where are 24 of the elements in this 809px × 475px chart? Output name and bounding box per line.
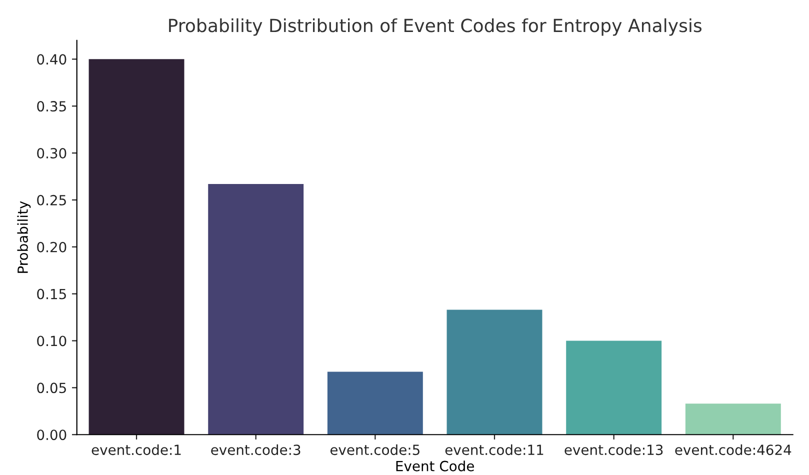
y-tick-label: 0.00 [37,430,66,440]
bar [566,340,662,435]
bar [685,404,781,435]
bar [327,372,423,435]
y-tick-label: 0.25 [37,194,66,206]
y-tick-label: 0.35 [37,101,66,112]
y-tick-label: 0.05 [37,382,66,394]
bar [88,59,184,435]
bar [446,310,542,435]
y-tick-label: 0.15 [37,288,66,300]
y-tick-label: 0.40 [37,54,66,65]
x-tick-label: event.code:3 [211,444,300,456]
x-axis-title: Event Code [396,460,474,472]
x-tick-label: event.code:1 [92,444,181,456]
y-tick-label: 0.10 [37,336,66,346]
chart-title: Probability Distribution of Event Codes for Entropy Analysis [169,18,702,36]
bar [208,184,304,435]
x-tick-label: event.code:4624 [675,444,792,456]
y-axis-title: Probability [17,201,31,273]
x-tick-label: event.code:13 [564,444,663,456]
y-tick-label: 0.20 [37,242,66,252]
x-tick-label: event.code:5 [330,444,420,456]
x-tick-label: event.code:11 [445,444,544,456]
y-tick-label: 0.30 [37,148,66,158]
